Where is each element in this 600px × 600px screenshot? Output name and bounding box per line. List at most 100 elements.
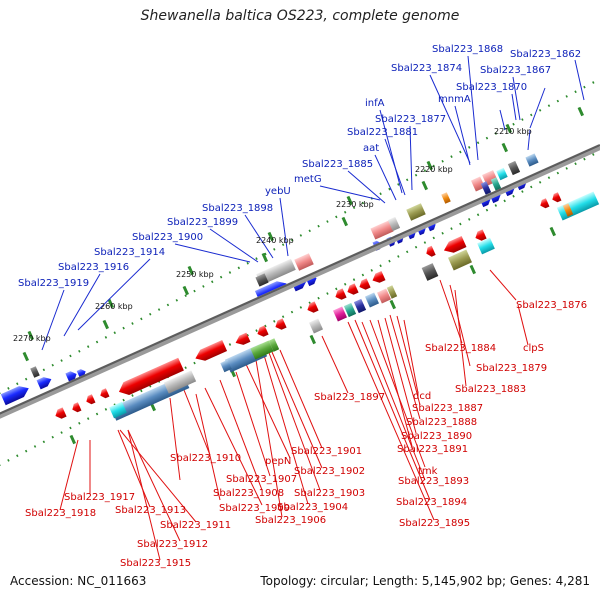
gene-arrow-reverse [335,288,347,300]
gene-label: Sbal223_1891 [397,444,468,455]
gene-label: Sbal223_1913 [115,505,186,516]
gene-box [268,338,280,352]
gene-box [470,176,486,192]
label-connector-line [454,289,467,387]
gene-box [30,366,40,378]
label-connector-line [279,349,323,449]
accession-text: Accession: NC_011663 [10,574,147,588]
gene-label: Sbal223_1884 [425,343,496,354]
label-connector-line [384,138,406,196]
gene-arrow-reverse [307,301,319,313]
label-connector-line [263,354,309,505]
gene-label: Sbal223_1895 [399,518,470,529]
gene-label: Sbal223_1876 [516,300,587,311]
label-connector-line [319,185,381,201]
tick-track-lower [0,150,600,467]
gene-label: Sbal223_1910 [170,453,241,464]
gene-box [332,306,348,322]
gene-arrow-reverse [372,270,386,283]
gene-label: Sbal223_1914 [94,247,165,258]
label-connector-line [119,429,197,523]
gene-label: pepN [265,456,291,467]
bottom-label-lines [59,269,529,561]
gene-label: Sbal223_1909 [219,503,290,514]
kbp-tick-label: 2230 kbp [336,200,374,209]
gene-box [376,288,392,304]
gene-label: Sbal223_1862 [510,49,581,60]
gene-arrow-reverse [475,229,487,241]
kbp-tick-label: 2220 kbp [415,165,453,174]
label-connector-line [529,87,546,129]
label-connector-line [512,76,521,121]
label-connector-line [347,321,435,521]
gene-label: Sbal223_1900 [132,232,203,243]
gene-box [507,160,521,176]
label-connector-line [235,371,271,477]
label-connector-line [169,397,181,481]
minor-tick-mark [309,334,317,345]
gene-arrow-reverse [426,245,436,257]
major-tick-mark [107,298,115,309]
label-connector-line [384,317,417,434]
gene-label: Sbal223_1885 [302,159,373,170]
label-connector-line [527,129,531,151]
gene-label: Sbal223_1916 [58,262,129,273]
gene-box [525,153,539,167]
label-connector-line [279,197,289,257]
label-connector-line [403,319,419,394]
gene-label: Sbal223_1903 [294,488,365,499]
gene-label: clpS [523,343,544,354]
gene-box [250,340,274,360]
gene-label: Sbal223_1890 [401,431,472,442]
label-connector-line [354,319,431,501]
gene-label: Sbal223_1906 [255,515,326,526]
gene-arrow-reverse [118,357,184,396]
label-connector-line [369,319,426,468]
gene-label: Sbal223_1887 [412,403,483,414]
label-connector-line [449,284,471,367]
gene-box [387,216,401,232]
label-connector-line [117,429,151,508]
genome-backbone [0,144,600,419]
label-connector-line [499,109,506,131]
gene-arrow-forward [0,386,29,406]
gene-box [255,273,269,287]
kbp-ticks: 2210 kbp 2220 kbp 2230 kbp 2240 kbp 2250… [13,127,532,343]
gene-arrow-reverse [359,278,371,290]
label-connector-line [255,359,283,518]
label-connector-line [63,273,101,337]
minor-tick-mark [102,319,110,330]
top-gene-labels: Sbal223_1868 Sbal223_1862 Sbal223_1874 S… [18,44,581,289]
gene-box [480,181,492,195]
gene-box [109,401,127,419]
label-connector-line [195,393,221,501]
gene-box [364,292,380,308]
kbp-tick-label: 2240 kbp [256,236,294,245]
gene-box [490,177,502,191]
gene-box [386,285,398,299]
minor-tick-mark [549,226,557,237]
gene-box [370,220,394,240]
label-connector-line [77,258,151,331]
minor-tick-mark [501,142,509,153]
gene-label: Sbal223_1868 [432,44,503,55]
gene-box [353,298,367,314]
gene-box [441,192,451,204]
gene-arrow-reverse [275,318,287,330]
gene-label: Sbal223_1902 [294,466,365,477]
kbp-tick-label: 2250 kbp [176,270,214,279]
label-connector-line [244,214,274,259]
major-tick-mark [187,265,195,276]
bottom-gene-labels: Sbal223_1876 clpS Sbal223_1884 Sbal223_1… [25,300,587,569]
minor-tick-mark [69,434,77,445]
label-connector-line [511,93,517,121]
label-connector-line [127,429,181,542]
label-connector-line [209,228,259,263]
gene-arrow-reverse [72,402,82,413]
gene-arrow-reverse [257,325,269,337]
gene-arrow-reverse [552,192,562,203]
gene-box [477,237,495,255]
minor-tick-mark [469,264,477,275]
label-connector-line [429,74,471,164]
